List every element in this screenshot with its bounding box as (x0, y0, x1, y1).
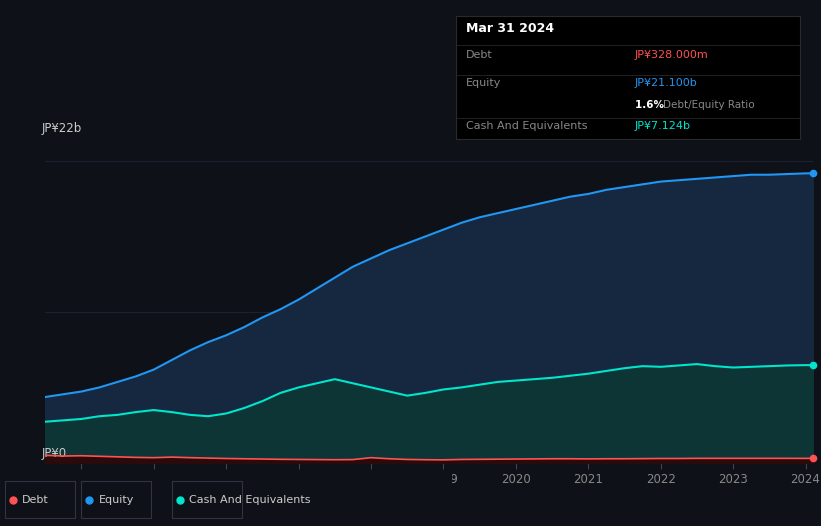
Text: JP¥7.124b: JP¥7.124b (635, 121, 691, 131)
Text: Cash And Equivalents: Cash And Equivalents (466, 121, 588, 131)
FancyBboxPatch shape (81, 481, 151, 518)
FancyBboxPatch shape (172, 481, 241, 518)
Text: Equity: Equity (466, 78, 502, 88)
Text: Equity: Equity (99, 494, 134, 505)
Text: JP¥0: JP¥0 (41, 447, 67, 460)
Text: Debt: Debt (466, 50, 493, 60)
Text: Debt/Equity Ratio: Debt/Equity Ratio (663, 100, 754, 110)
Point (806, 454, 819, 462)
Text: Debt: Debt (21, 494, 48, 505)
Text: Mar 31 2024: Mar 31 2024 (466, 22, 554, 35)
Text: 1.6%: 1.6% (635, 100, 667, 110)
FancyBboxPatch shape (5, 481, 75, 518)
Point (806, 361, 819, 369)
Text: JP¥21.100b: JP¥21.100b (635, 78, 698, 88)
Text: JP¥328.000m: JP¥328.000m (635, 50, 709, 60)
Point (806, 169, 819, 178)
Text: Cash And Equivalents: Cash And Equivalents (189, 494, 310, 505)
Text: JP¥22b: JP¥22b (41, 122, 81, 135)
